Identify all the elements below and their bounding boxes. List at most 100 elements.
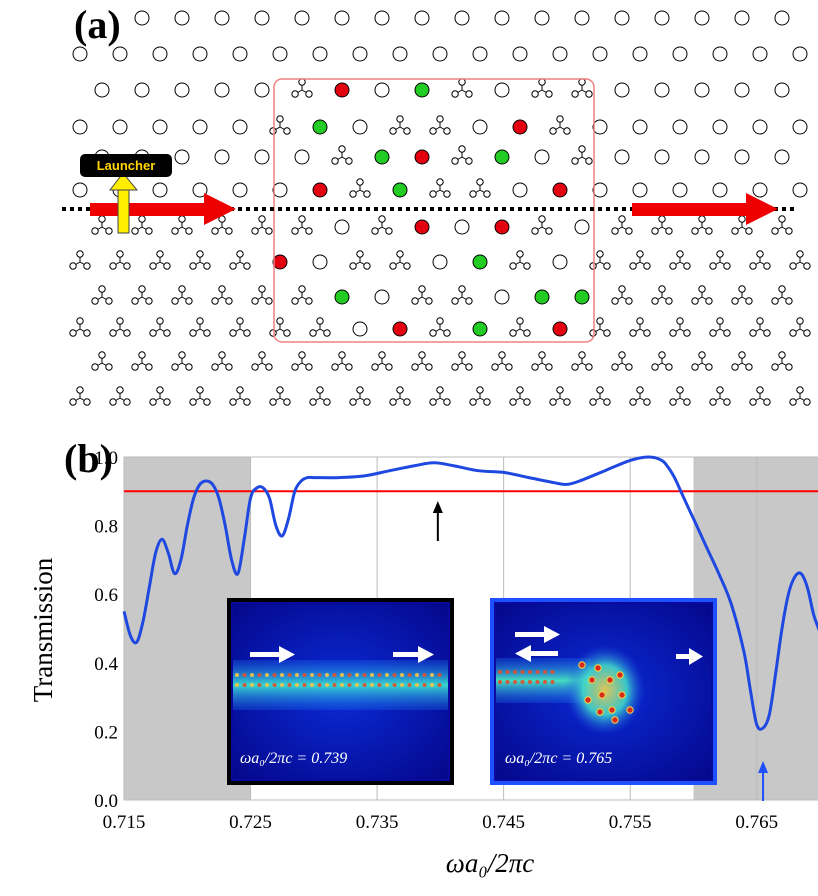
circular-rod	[534, 289, 550, 305]
trimer-rod	[211, 285, 233, 305]
circular-rod	[552, 254, 568, 270]
circular-rod	[632, 182, 648, 198]
circular-rod	[712, 182, 728, 198]
launcher-label-box: Launcher	[80, 154, 172, 177]
trimer-rod	[789, 386, 811, 406]
trimer-rod	[611, 351, 633, 371]
circular-rod	[574, 10, 590, 26]
trimer-rod	[429, 386, 451, 406]
trimer-rod	[469, 178, 491, 198]
circular-rod	[254, 149, 270, 165]
trimer-rod	[531, 351, 553, 371]
x-tick-4: 0.755	[609, 812, 652, 833]
circular-rod	[614, 82, 630, 98]
circular-rod	[392, 182, 408, 198]
trimer-rod	[229, 386, 251, 406]
trimer-rod	[491, 351, 513, 371]
trimer-rod	[269, 317, 291, 337]
circular-rod	[414, 10, 430, 26]
trimer-rod	[469, 386, 491, 406]
y-tick-2: 0.4	[94, 654, 118, 675]
circular-rod	[72, 46, 88, 62]
trimer-rod	[571, 145, 593, 165]
circular-rod	[174, 82, 190, 98]
circular-rod	[534, 10, 550, 26]
trimer-rod	[171, 215, 193, 235]
circular-rod	[494, 82, 510, 98]
circular-rod	[654, 149, 670, 165]
panel-a-label: (a)	[74, 2, 121, 47]
trimer-rod	[629, 250, 651, 270]
trimer-rod	[291, 285, 313, 305]
circular-rod	[432, 254, 448, 270]
trimer-rod	[451, 285, 473, 305]
circular-rod	[752, 46, 768, 62]
circular-rod	[134, 10, 150, 26]
circular-rod	[734, 82, 750, 98]
trimer-rod	[269, 115, 291, 135]
panel-b-chart: (b) 0.00.20.40.60.81.0 0.715 0.725 0.735 0.…	[28, 436, 818, 878]
x-axis-label: ωa₀/2πc	[446, 848, 534, 878]
circular-rod	[512, 182, 528, 198]
circular-rod	[494, 219, 510, 235]
circular-rod	[312, 46, 328, 62]
circular-rod	[192, 46, 208, 62]
trimer-rod	[771, 351, 793, 371]
trimer-rod	[349, 250, 371, 270]
y-tick-5: 1.0	[94, 448, 118, 469]
trimer-rod	[651, 215, 673, 235]
inset-field-plot-2: ωa₀/2πc = 0.765	[490, 598, 717, 785]
marker-arrow-0	[432, 501, 443, 541]
circular-rod	[232, 182, 248, 198]
inset-2-label: ωa₀/2πc = 0.765	[505, 750, 612, 767]
circular-rod	[694, 10, 710, 26]
x-tick-5: 0.765	[735, 812, 778, 833]
trimer-rod	[509, 250, 531, 270]
trimer-rod	[211, 215, 233, 235]
trimer-rod	[109, 317, 131, 337]
x-tick-labels: 0.715 0.725 0.735 0.745 0.755 0.765	[103, 812, 778, 833]
trimer-rod	[189, 317, 211, 337]
inset1-arrows	[250, 646, 434, 663]
circular-rod	[392, 46, 408, 62]
trimer-rod	[451, 351, 473, 371]
trimer-rod	[69, 386, 91, 406]
y-tick-0: 0.0	[94, 791, 118, 812]
trimer-rod	[771, 215, 793, 235]
trimer-rod	[331, 351, 353, 371]
trimer-rod	[789, 317, 811, 337]
trimer-rod	[669, 317, 691, 337]
inset-1-label: ωa₀/2πc = 0.739	[240, 750, 347, 767]
circular-rod	[214, 10, 230, 26]
trimer-rod	[531, 78, 553, 98]
circular-rod	[552, 321, 568, 337]
trimer-rod	[91, 285, 113, 305]
trimer-rod	[531, 215, 553, 235]
trimer-rod	[389, 115, 411, 135]
circular-rod	[214, 82, 230, 98]
trimer-rod	[69, 317, 91, 337]
circular-rod	[112, 119, 128, 135]
circular-rod	[654, 10, 670, 26]
trimer-rod	[91, 215, 113, 235]
circular-rod	[494, 149, 510, 165]
circular-rod	[152, 46, 168, 62]
trimer-rod	[171, 285, 193, 305]
circular-rod	[592, 46, 608, 62]
circular-rod	[574, 219, 590, 235]
trimer-rod	[131, 351, 153, 371]
trimer-rod	[731, 215, 753, 235]
circular-rod	[134, 82, 150, 98]
trimer-rod	[549, 115, 571, 135]
circular-rod	[792, 182, 808, 198]
circular-rod	[774, 82, 790, 98]
trimer-rod	[651, 351, 673, 371]
circular-rod	[334, 219, 350, 235]
circular-rod	[752, 119, 768, 135]
circular-rod	[414, 149, 430, 165]
circular-rod	[472, 46, 488, 62]
trimer-rod	[131, 215, 153, 235]
trimer-rod	[251, 215, 273, 235]
circular-rod	[792, 46, 808, 62]
x-tick-1: 0.725	[229, 812, 272, 833]
